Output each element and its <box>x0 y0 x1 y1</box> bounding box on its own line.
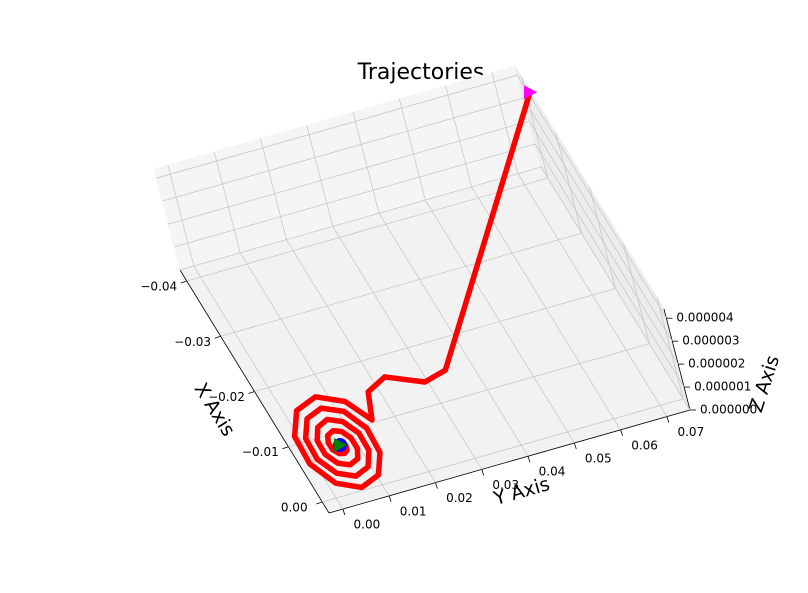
tick-mark <box>248 391 255 394</box>
tick-mark <box>214 335 221 339</box>
grid-line <box>239 252 390 497</box>
tick-mark <box>316 501 323 505</box>
y-tick-label: 0.00 <box>354 518 381 532</box>
y-tick-label: 0.03 <box>492 478 519 492</box>
grid-line <box>471 186 621 431</box>
grid-line <box>167 164 195 267</box>
tick-mark <box>435 482 438 489</box>
trajectory-line <box>291 89 533 491</box>
grid-line <box>352 112 380 214</box>
grid-line <box>555 132 583 234</box>
tick-mark <box>573 442 577 450</box>
grid-line <box>517 173 668 417</box>
y-tick-label: 0.01 <box>400 504 427 518</box>
grid-line <box>445 85 472 187</box>
grid-line <box>534 143 685 388</box>
x-tick-label: −0.04 <box>140 280 177 294</box>
grid-line <box>398 98 426 201</box>
tick-mark <box>282 446 289 450</box>
tick-mark <box>342 508 346 516</box>
point-marker <box>334 437 348 452</box>
grid-line <box>286 239 436 483</box>
y-tick-label: 0.05 <box>585 452 612 466</box>
grid-line <box>332 226 483 470</box>
y-tick-label: 0.02 <box>446 491 473 505</box>
z-tick-label: 0.000001 <box>694 380 751 394</box>
grid-line <box>517 74 667 319</box>
y-tick-label: 0.04 <box>539 465 566 479</box>
grid-line <box>622 242 650 344</box>
tick-mark <box>481 469 485 476</box>
y-tick-label: 0.06 <box>631 438 658 452</box>
z-axis-line <box>663 308 691 411</box>
grid-line <box>540 166 691 411</box>
x-axis-label: X Axis <box>190 379 240 440</box>
tick-mark <box>620 429 623 436</box>
grid-line <box>173 143 536 248</box>
tick-mark <box>180 280 187 284</box>
grid-line <box>162 97 524 202</box>
x-tick-label: −0.02 <box>208 390 245 404</box>
grid-line <box>656 297 684 400</box>
grid-line <box>528 120 679 365</box>
grid-line <box>213 151 241 253</box>
z-tick-label: 0.000000 <box>700 403 757 417</box>
point-marker <box>523 85 537 100</box>
y-tick-label: 0.07 <box>677 425 704 439</box>
grid-line <box>168 120 530 225</box>
z-tick-label: 0.000003 <box>682 334 739 348</box>
grid-line <box>260 138 287 240</box>
x-tick-label: 0.00 <box>281 500 308 514</box>
x-tick-label: −0.01 <box>242 445 279 459</box>
grid-line <box>491 72 519 174</box>
z-tick-label: 0.000002 <box>688 357 745 371</box>
tick-mark <box>388 495 392 502</box>
x-tick-label: −0.03 <box>174 335 211 349</box>
grid-line <box>424 199 575 444</box>
grid-line <box>179 166 542 271</box>
tick-mark <box>527 456 531 463</box>
tick-mark <box>666 416 670 423</box>
z-tick-label: 0.000004 <box>676 311 733 325</box>
grid-line <box>156 74 518 179</box>
grid-line <box>306 125 334 227</box>
grid-line <box>589 187 616 289</box>
grid-line <box>522 97 673 342</box>
